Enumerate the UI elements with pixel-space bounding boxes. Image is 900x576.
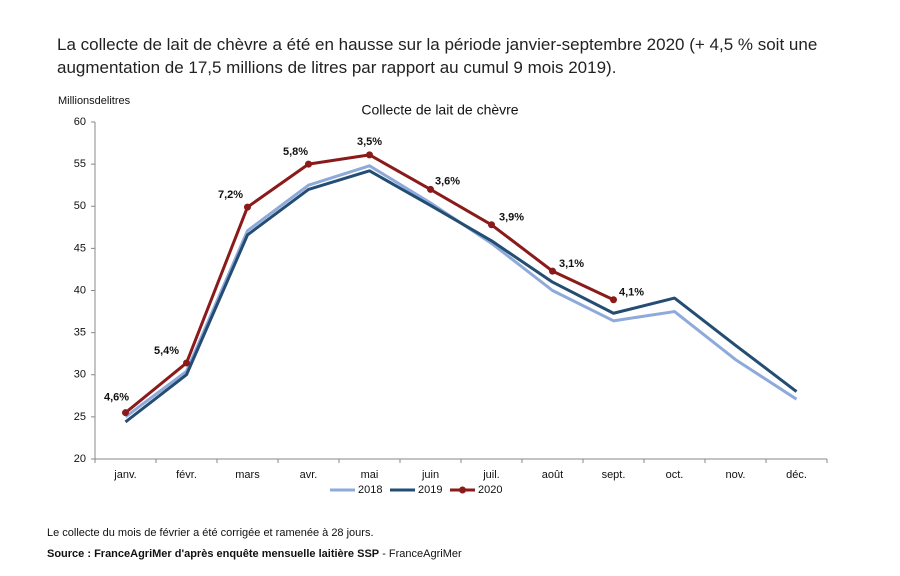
point-marker [244, 203, 251, 211]
annotation: 3,5% [357, 136, 382, 148]
annotation: 3,6% [435, 175, 460, 187]
point-marker [488, 221, 495, 229]
point-marker [122, 409, 129, 417]
y-tick-label: 25 [74, 411, 86, 423]
y-tick-label: 60 [74, 116, 86, 128]
legend-marker [459, 486, 466, 494]
y-tick-label: 20 [74, 453, 86, 465]
x-tick-label: oct. [666, 469, 684, 481]
point-marker [183, 359, 190, 367]
header-line: La collecte de lait de chèvre a été en h… [57, 35, 818, 54]
series-line [124, 164, 798, 419]
x-tick-label: févr. [176, 469, 197, 481]
annotation: 3,1% [559, 258, 584, 270]
source: Source : FranceAgriMer d'après enquête m… [47, 548, 462, 560]
annotation: 5,4% [154, 345, 179, 357]
series-line [124, 153, 615, 414]
annotation: 5,8% [283, 146, 308, 158]
annotation: 4,1% [619, 287, 644, 299]
source-suffix: - FranceAgriMer [382, 548, 462, 560]
x-tick-label: nov. [726, 469, 746, 481]
legend-label: 2018 [358, 484, 382, 496]
x-tick-label: janv. [113, 469, 136, 481]
x-tick-label: sept. [602, 469, 626, 481]
legend-label: 2019 [418, 484, 442, 496]
y-tick-label: 45 [74, 242, 86, 254]
y-axis-label: Millionsdelitres [58, 95, 131, 107]
annotation: 4,6% [104, 392, 129, 404]
x-tick-label: déc. [786, 469, 807, 481]
y-tick-label: 40 [74, 284, 86, 296]
annotation: 3,9% [499, 212, 524, 224]
x-tick-label: avr. [300, 469, 318, 481]
point-marker [427, 185, 434, 193]
x-tick-label: juin [421, 469, 439, 481]
legend-label: 2020 [478, 484, 502, 496]
note: Le collecte du mois de février a été cor… [47, 527, 374, 539]
point-marker [366, 151, 373, 159]
source-main: Source : FranceAgriMer d'après enquête m… [47, 548, 380, 560]
y-tick-label: 50 [74, 200, 86, 212]
x-tick-label: mars [235, 469, 260, 481]
y-tick-label: 55 [74, 158, 86, 170]
y-tick-label: 35 [74, 327, 86, 339]
chart-title: Collecte de lait de chèvre [361, 102, 518, 118]
annotation: 7,2% [218, 189, 243, 201]
x-tick-label: mai [361, 469, 379, 481]
x-tick-label: juil. [482, 469, 500, 481]
header: La collecte de lait de chèvre a été en h… [57, 33, 817, 79]
series-line [124, 169, 798, 424]
point-marker [549, 267, 556, 275]
x-tick-label: août [542, 469, 563, 481]
y-tick-label: 30 [74, 369, 86, 381]
header-line: augmentation de 17,5 millions de litres … [57, 58, 617, 77]
point-marker [305, 160, 312, 168]
point-marker [610, 296, 617, 304]
